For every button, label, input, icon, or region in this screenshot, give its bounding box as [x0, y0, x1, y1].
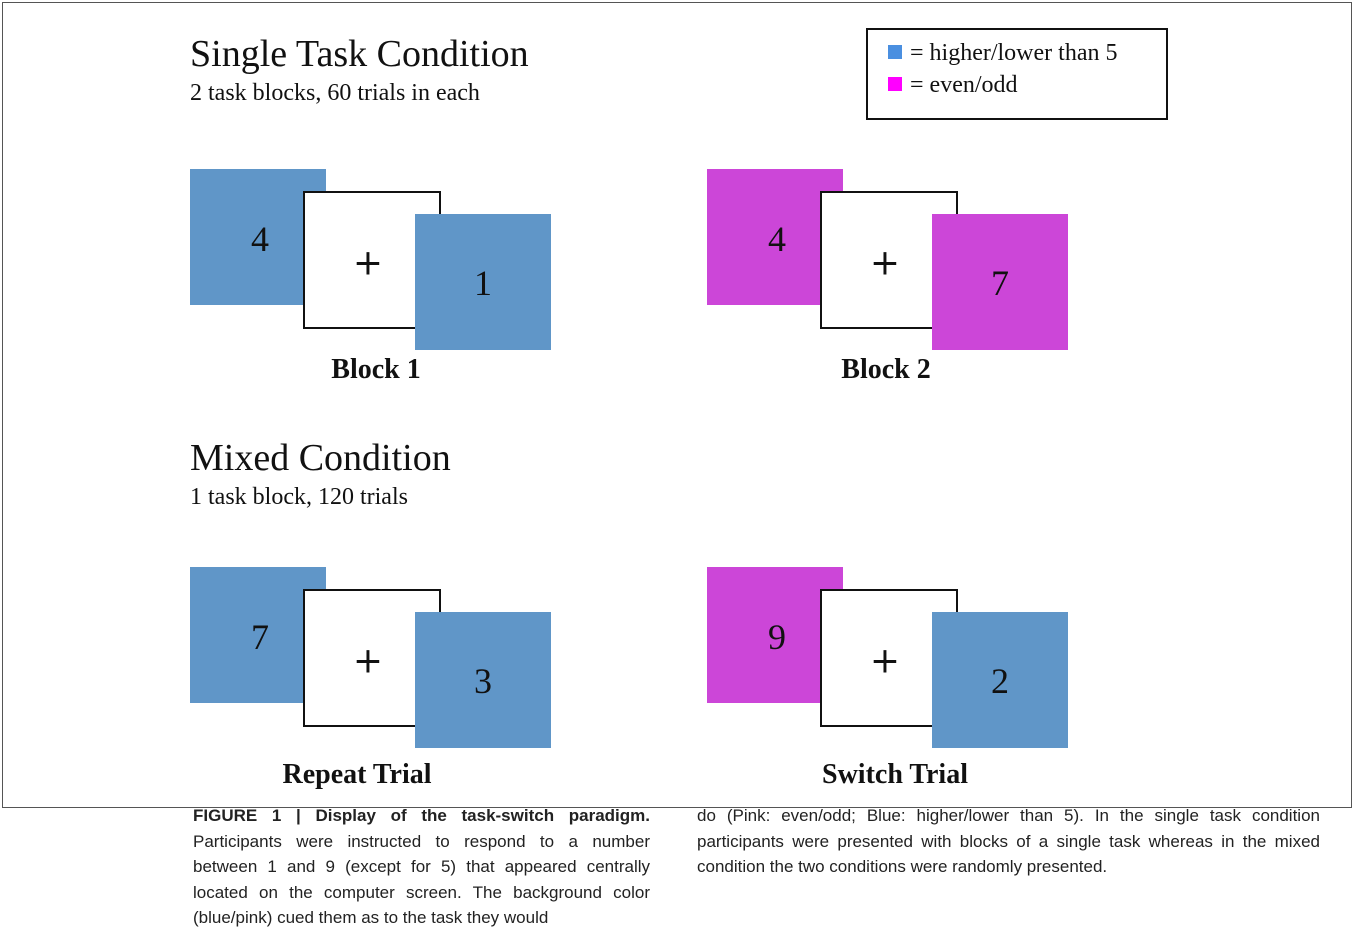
cue-square — [932, 612, 1068, 748]
stimulus-number: 7 — [251, 617, 269, 657]
legend-entry: = higher/lower than 5 — [888, 40, 1117, 67]
legend-swatch — [888, 45, 902, 59]
legend-label: = even/odd — [910, 72, 1018, 98]
figure-frame — [2, 2, 1352, 808]
section-title: Single Task Condition — [190, 33, 529, 75]
trial-label: Block 1 — [331, 354, 421, 385]
cue-square — [932, 214, 1068, 350]
section-title: Mixed Condition — [190, 437, 451, 479]
legend-entry: = even/odd — [888, 72, 1018, 99]
fixation-cross: + — [869, 640, 901, 682]
caption-title: FIGURE 1 | Display of the task-switch pa… — [193, 806, 650, 825]
stimulus-number: 2 — [991, 661, 1009, 701]
section-subtitle: 1 task block, 120 trials — [190, 484, 408, 510]
legend-label: = higher/lower than 5 — [910, 40, 1118, 66]
stimulus-number: 9 — [768, 617, 786, 657]
section-subtitle: 2 task blocks, 60 trials in each — [190, 80, 480, 106]
stimulus-number: 3 — [474, 661, 492, 701]
legend: = higher/lower than 5 = even/odd — [866, 28, 1168, 120]
caption-text: do (Pink: even/odd; Blue: higher/lower t… — [697, 806, 1320, 877]
trial-label: Switch Trial — [822, 759, 968, 790]
legend-swatch — [888, 77, 902, 91]
fixation-cross: + — [352, 242, 384, 284]
stimulus-number: 4 — [251, 219, 269, 259]
cue-square — [415, 612, 551, 748]
caption-right: do (Pink: even/odd; Blue: higher/lower t… — [697, 803, 1320, 880]
stimulus-number: 1 — [474, 263, 492, 303]
cue-square — [415, 214, 551, 350]
stimulus-number: 4 — [768, 219, 786, 259]
fixation-cross: + — [352, 640, 384, 682]
fixation-cross: + — [869, 242, 901, 284]
caption-left: FIGURE 1 | Display of the task-switch pa… — [193, 803, 650, 931]
trial-label: Block 2 — [841, 354, 931, 385]
stimulus-number: 7 — [991, 263, 1009, 303]
trial-label: Repeat Trial — [282, 759, 432, 790]
caption-text: Participants were instructed to respond … — [193, 831, 650, 928]
